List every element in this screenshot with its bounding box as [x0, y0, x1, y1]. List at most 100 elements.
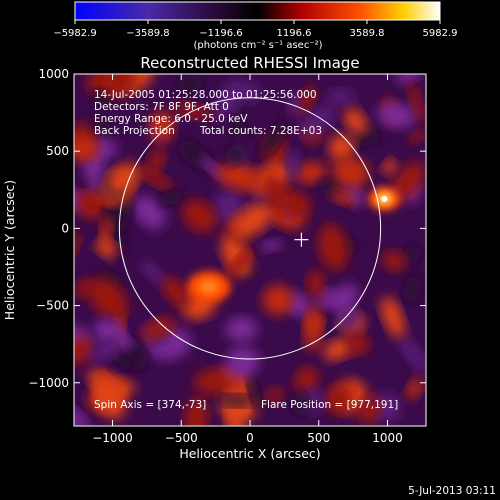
image-fringe: [258, 120, 288, 157]
image-fringe: [74, 404, 90, 426]
x-axis-ticks: −1000 −500 0 500 1000: [92, 74, 403, 445]
image-fringe: [346, 333, 370, 355]
colorbar-tick-label: 3589.8: [350, 28, 385, 39]
colorbar-tick-label: −3589.8: [126, 28, 169, 39]
x-tick-label: 0: [246, 431, 254, 445]
y-tick-label: 1000: [38, 67, 69, 81]
annotation-energy-range: Energy Range: 6.0 - 25.0 keV: [94, 113, 248, 125]
image-fringe: [287, 89, 300, 119]
image-fringe: [344, 181, 365, 207]
image-fringe: [214, 79, 244, 123]
image-fringe: [246, 369, 263, 416]
y-tick-label: −500: [36, 299, 69, 313]
bright-sources: [186, 186, 401, 304]
colorbar-tick-label: −1196.6: [199, 28, 242, 39]
image-fringe: [262, 175, 295, 213]
image-fringe: [322, 338, 354, 361]
image-fringe: [399, 336, 426, 375]
image-fringe: [330, 190, 355, 206]
image-fringe: [382, 159, 397, 175]
image-fringe: [182, 199, 217, 233]
y-tick-label: 500: [46, 144, 69, 158]
annotation-detectors: Detectors: 7F 8F 9F, Att 0: [94, 101, 229, 113]
image-fringe: [326, 89, 355, 106]
image-fringe: [318, 224, 349, 271]
annotation-total-counts: Total counts: 7.28E+03: [199, 125, 322, 137]
colorbar-tick-label: 5982.9: [423, 28, 458, 39]
image-fringe: [105, 74, 137, 98]
image-fringe: [224, 144, 247, 165]
bright-source-peak: [381, 195, 388, 202]
spin-axis-marker: [294, 232, 309, 247]
image-fringe: [266, 387, 284, 404]
image-fringe: [100, 217, 113, 246]
footer-timestamp: 5-Jul-2013 03:11: [408, 485, 496, 497]
x-tick-label: −500: [165, 431, 198, 445]
colorbar-tick-label: −5982.9: [53, 28, 96, 39]
image-fringe: [226, 247, 254, 278]
colorbar-ticks: −5982.9 −3589.8 −1196.6 1196.6 3589.8 5982.9: [53, 20, 458, 39]
image-fringe: [225, 316, 258, 342]
x-tick-label: 1000: [372, 431, 403, 445]
image-fringe: [92, 89, 115, 107]
x-axis-label: Heliocentric X (arcsec): [179, 446, 320, 461]
image-fringe: [408, 129, 426, 144]
image-fringe: [140, 259, 168, 287]
image-fringe: [147, 147, 166, 175]
image-fringe: [306, 269, 325, 298]
colorbar: [74, 1, 441, 21]
y-axis-label: Heliocentric Y (arcsec): [2, 180, 17, 320]
annotation-flare-position: Flare Position = [977,191]: [261, 399, 398, 411]
image-fringe: [337, 305, 361, 331]
image-fringe: [260, 239, 282, 252]
image-fringe: [396, 74, 421, 85]
chart-title: Reconstructed RHESSI Image: [140, 54, 359, 72]
image-fringe: [74, 136, 99, 162]
image-fringe: [286, 148, 300, 179]
image-fringe: [184, 397, 209, 426]
image-fringe: [408, 82, 425, 124]
image-fringe: [224, 116, 250, 142]
image-fringe: [216, 162, 263, 192]
image-fringe: [391, 161, 425, 201]
image-fringe: [344, 108, 368, 135]
image-fringe: [262, 284, 293, 315]
image-fringe: [358, 395, 382, 424]
image-fringe: [133, 195, 166, 230]
image-fringe: [107, 163, 140, 194]
image-fringe: [332, 156, 369, 188]
x-tick-label: −1000: [92, 431, 133, 445]
x-tick-label: 500: [307, 431, 330, 445]
image-fringe: [74, 337, 94, 365]
solar-limb-circle: [118, 97, 382, 360]
bright-source-core: [198, 280, 219, 295]
image-fringe: [298, 105, 336, 137]
image-fringe: [94, 377, 126, 420]
image-fringe: [194, 368, 234, 395]
y-axis-ticks: −1000 −500 0 500 1000: [28, 67, 426, 390]
image-fringe: [294, 366, 319, 394]
image-fringe: [406, 377, 424, 400]
image-fringe: [141, 316, 176, 341]
image-fringe: [234, 203, 272, 237]
image-fringe: [177, 74, 204, 93]
image-fringe: [162, 277, 190, 307]
image-fringe: [331, 283, 359, 312]
image-fringe: [213, 190, 244, 224]
annotation-spin-axis: Spin Axis = [374,-73]: [94, 399, 206, 411]
image-fringe: [217, 394, 255, 407]
annotation-method: Back Projection: [94, 125, 175, 137]
image-fringe: [403, 275, 422, 302]
image-fringe: [290, 393, 311, 416]
image-fringe: [136, 166, 174, 190]
image-fringe: [158, 190, 185, 206]
annotation-time-range: 14-Jul-2005 01:25:28.000 to 01:25:56.000: [94, 89, 317, 101]
image-fringe: [402, 246, 421, 265]
image-fringe: [225, 346, 259, 379]
image-fringe: [382, 250, 407, 272]
image-fringe: [96, 238, 117, 258]
image-fringe: [377, 102, 416, 128]
colorbar-tick-label: 1196.6: [277, 28, 312, 39]
image-fringe: [149, 110, 175, 143]
